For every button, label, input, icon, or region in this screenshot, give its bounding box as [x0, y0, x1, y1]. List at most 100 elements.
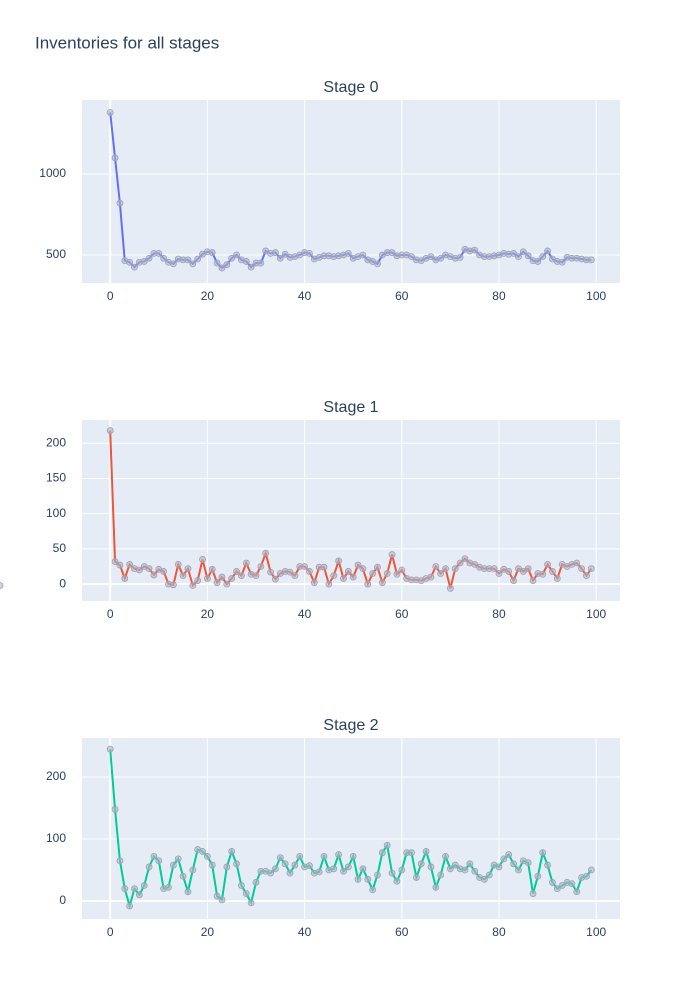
point-marker	[573, 888, 581, 896]
point-marker	[378, 849, 386, 857]
point-marker	[408, 253, 415, 261]
point-marker	[276, 254, 284, 262]
point-marker	[111, 558, 119, 565]
y-tick-label: 200	[46, 435, 66, 449]
point-marker	[306, 249, 313, 257]
point-marker	[296, 852, 304, 860]
point-marker	[223, 580, 231, 588]
point-marker	[578, 565, 586, 573]
point-marker	[388, 551, 396, 558]
point-marker	[286, 568, 294, 576]
point-marker	[0, 582, 4, 589]
x-tick-label: 40	[298, 925, 312, 939]
point-marker	[456, 254, 464, 261]
point-marker	[344, 249, 352, 257]
point-marker	[169, 861, 177, 869]
point-marker	[189, 582, 197, 589]
point-marker	[544, 560, 551, 568]
point-marker	[121, 575, 129, 582]
point-marker	[558, 258, 566, 266]
point-marker	[330, 572, 338, 580]
point-marker	[544, 861, 551, 869]
x-tick-label: 20	[201, 607, 215, 621]
point-marker	[272, 865, 279, 873]
x-tick-label: 100	[586, 289, 606, 303]
point-marker	[325, 580, 333, 588]
point-marker	[184, 256, 192, 264]
point-marker	[203, 852, 211, 860]
point-marker	[490, 565, 498, 573]
point-marker	[242, 559, 250, 567]
point-marker	[242, 258, 250, 265]
point-marker	[451, 861, 459, 869]
point-marker	[126, 902, 134, 910]
point-marker	[106, 427, 114, 434]
point-marker	[194, 577, 202, 584]
point-marker	[174, 560, 182, 568]
point-marker	[466, 860, 474, 868]
point-marker	[354, 875, 362, 883]
point-marker	[344, 863, 352, 871]
point-marker	[228, 848, 236, 855]
point-marker	[203, 575, 211, 582]
point-marker	[515, 866, 522, 874]
point-marker	[524, 859, 532, 866]
point-marker	[223, 261, 231, 269]
x-tick-label: 60	[395, 289, 409, 303]
point-marker	[587, 256, 595, 264]
point-marker	[330, 865, 338, 873]
point-marker	[442, 852, 449, 860]
point-marker	[374, 563, 381, 571]
point-marker	[583, 572, 590, 580]
point-marker	[364, 875, 372, 883]
point-marker	[383, 841, 391, 849]
y-tick-label: 50	[53, 541, 67, 555]
point-marker	[208, 861, 216, 869]
point-marker	[233, 860, 240, 868]
point-marker	[160, 568, 168, 575]
point-marker	[539, 570, 547, 578]
point-marker	[291, 861, 299, 869]
point-marker	[218, 573, 226, 581]
point-marker	[189, 260, 197, 268]
point-marker	[179, 872, 187, 880]
point-marker	[116, 857, 124, 865]
point-marker	[524, 565, 532, 573]
point-marker	[515, 253, 522, 261]
point-marker	[135, 566, 143, 574]
point-marker	[412, 874, 420, 881]
point-marker	[272, 575, 279, 583]
point-marker	[359, 565, 367, 573]
page-title: Inventories for all stages	[35, 33, 219, 52]
x-tick-label: 100	[586, 607, 606, 621]
point-marker	[529, 577, 537, 584]
point-marker	[223, 863, 231, 871]
point-marker	[505, 851, 513, 858]
point-marker	[126, 258, 134, 266]
point-marker	[116, 561, 124, 569]
point-marker	[150, 852, 158, 860]
point-marker	[442, 565, 449, 573]
point-marker	[252, 572, 260, 580]
x-tick-label: 60	[395, 607, 409, 621]
point-marker	[169, 260, 177, 268]
point-marker	[301, 563, 308, 570]
point-marker	[208, 249, 216, 256]
point-marker	[315, 868, 323, 876]
point-marker	[257, 563, 265, 570]
point-marker	[354, 561, 362, 569]
point-marker	[155, 249, 163, 257]
point-marker	[208, 565, 216, 573]
point-marker	[238, 882, 245, 889]
point-marker	[359, 251, 367, 259]
point-marker	[228, 254, 236, 262]
point-marker	[505, 568, 513, 575]
point-marker	[169, 581, 177, 589]
point-marker	[140, 258, 148, 265]
point-marker	[568, 880, 576, 888]
point-marker	[427, 573, 435, 581]
point-marker	[500, 855, 508, 863]
point-marker	[111, 805, 119, 813]
point-marker	[165, 883, 172, 891]
